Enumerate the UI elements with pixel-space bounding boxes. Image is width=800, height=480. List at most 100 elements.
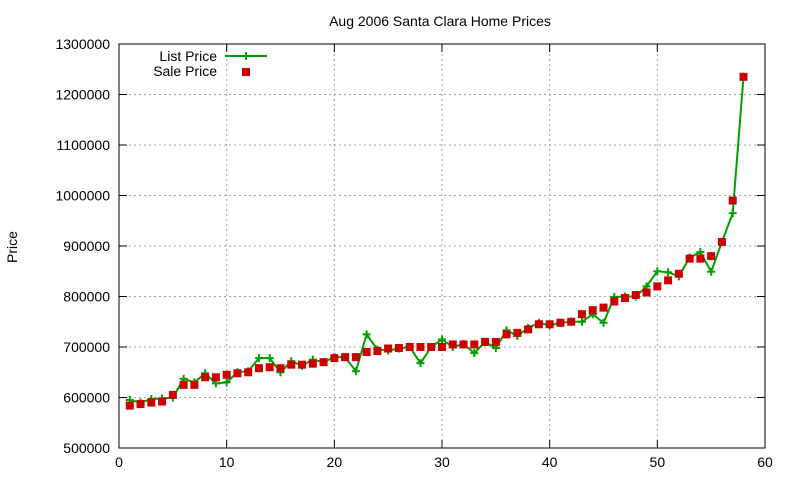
y-tick-label: 700000 <box>63 339 110 355</box>
sale-price-point <box>244 368 253 377</box>
sale-price-point <box>513 328 522 337</box>
list-price-point <box>728 209 737 218</box>
list-price-point <box>707 267 716 276</box>
list-price-point <box>599 318 608 327</box>
sale-price-point <box>351 353 360 362</box>
sale-price-point <box>481 337 490 346</box>
y-axis-label: Price <box>4 231 20 263</box>
sale-price-point <box>298 360 307 369</box>
sale-price-point <box>362 348 371 357</box>
list-price-point <box>653 267 662 276</box>
sale-price-point <box>254 364 263 373</box>
list-price-point <box>470 349 479 358</box>
sale-price-point <box>168 390 177 399</box>
sale-price-point <box>545 320 554 329</box>
grid-lines <box>119 44 765 448</box>
x-tick-label: 60 <box>757 454 773 470</box>
legend-label-list-price: List Price <box>159 48 217 64</box>
sale-price-point <box>696 254 705 263</box>
sale-price-point <box>567 317 576 326</box>
sale-price-point <box>448 340 457 349</box>
sale-price-point <box>405 343 414 351</box>
sale-price-point <box>233 369 242 378</box>
sale-price-point <box>524 325 533 334</box>
y-tick-label: 1000000 <box>55 188 110 204</box>
list-price-point <box>351 367 360 376</box>
list-price-point <box>664 268 673 277</box>
sale-price-point <box>330 354 339 363</box>
sale-price-point <box>147 398 156 407</box>
sale-price-point <box>136 400 145 409</box>
sale-price-point <box>287 360 296 369</box>
sale-price-point <box>664 276 673 285</box>
axis-ticks: 500000 600000 700000 800000 900000 1000000 110… <box>55 36 773 470</box>
sale-price-point <box>384 344 393 353</box>
list-price-point <box>577 317 586 326</box>
sale-price-point <box>717 237 726 246</box>
sale-price-point <box>588 306 597 315</box>
sale-price-point <box>470 340 479 349</box>
legend-label-sale-price: Sale Price <box>153 63 217 79</box>
sale-price-point <box>599 303 608 312</box>
sale-price-point <box>308 359 317 368</box>
sale-price-point <box>416 343 425 351</box>
list-price-line <box>129 76 745 404</box>
list-price-point <box>362 330 371 339</box>
y-tick-label: 600000 <box>63 390 110 406</box>
legend-swatch-sale-price <box>242 68 250 76</box>
sale-price-point <box>373 347 382 356</box>
sale-price-point <box>577 310 586 319</box>
list-price-point <box>265 354 274 363</box>
sale-price-point <box>534 320 543 329</box>
sale-price-point <box>438 343 446 351</box>
sale-price-point <box>125 401 134 410</box>
chart-title: Aug 2006 Santa Clara Home Prices <box>329 13 551 29</box>
list-price-point <box>416 359 425 368</box>
sale-price-point <box>556 318 565 327</box>
sale-price-point <box>222 370 231 379</box>
sale-price-point <box>502 330 511 339</box>
sale-price-point <box>707 252 716 261</box>
sale-price-point <box>211 373 220 382</box>
sale-price-point <box>491 337 500 346</box>
sale-price-point <box>631 290 640 299</box>
x-tick-label: 10 <box>219 454 235 470</box>
y-tick-label: 1300000 <box>55 36 110 52</box>
sale-price-point <box>394 344 403 353</box>
sale-price-point <box>179 380 188 389</box>
y-tick-label: 500000 <box>63 440 110 456</box>
sale-price-point <box>739 72 748 81</box>
sale-price-point <box>621 294 630 303</box>
sale-price-point <box>319 358 328 367</box>
sale-price-point <box>265 363 274 372</box>
x-tick-label: 0 <box>115 454 123 470</box>
list-price-point <box>438 335 446 344</box>
x-tick-label: 50 <box>650 454 666 470</box>
sale-price-point <box>341 353 350 362</box>
sale-price-point <box>642 288 651 297</box>
y-tick-label: 1100000 <box>57 137 111 153</box>
sale-price-point <box>459 340 468 349</box>
plot-frame <box>118 43 766 449</box>
y-tick-label: 800000 <box>63 289 110 305</box>
x-tick-label: 40 <box>542 454 558 470</box>
sale-price-point <box>728 196 737 205</box>
sale-price-point <box>685 254 694 263</box>
sale-price-point <box>610 297 619 306</box>
data-series <box>125 72 748 410</box>
sale-price-point <box>190 380 199 389</box>
y-tick-label: 900000 <box>63 238 110 254</box>
sale-price-point <box>276 364 285 373</box>
y-tick-label: 1200000 <box>55 87 110 103</box>
sale-price-point <box>427 343 436 351</box>
x-tick-label: 20 <box>327 454 343 470</box>
sale-price-point <box>653 282 662 291</box>
sale-price-point <box>674 269 683 278</box>
list-price-point <box>222 378 231 387</box>
sale-price-point <box>201 373 210 382</box>
list-price-point <box>254 354 263 363</box>
x-tick-label: 30 <box>434 454 450 470</box>
